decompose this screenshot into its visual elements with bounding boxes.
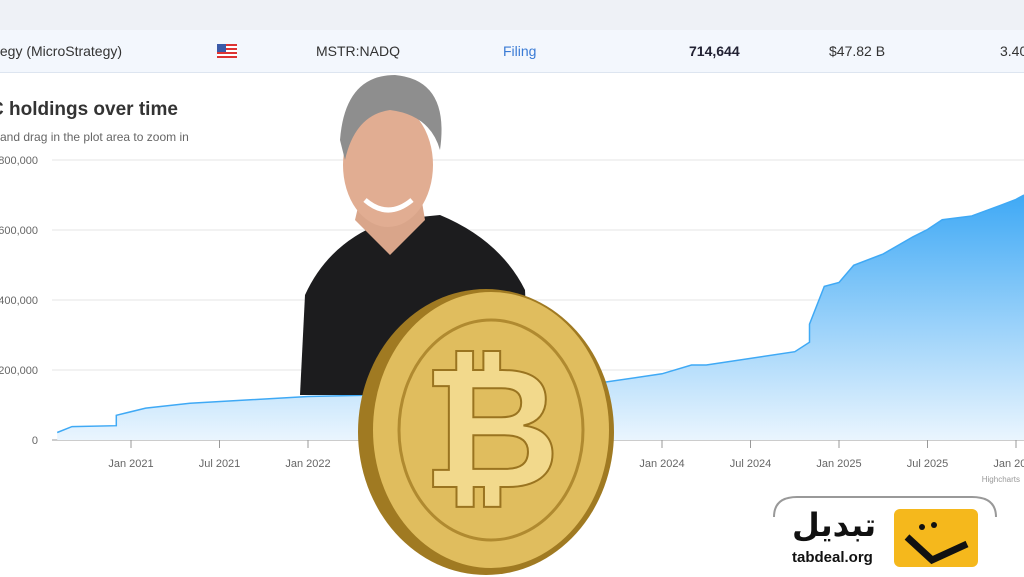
company-name: tegy (MicroStrategy) — [0, 43, 123, 59]
x-tick-label: Jan 2026 — [993, 458, 1024, 470]
extra-value: 3.40 — [1000, 43, 1024, 59]
us-flag-icon — [217, 44, 237, 58]
holdings-value: $47.82 B — [829, 43, 886, 59]
x-tick-label: Jan 2024 — [639, 458, 684, 470]
x-tick-label: Jul 2024 — [730, 458, 772, 470]
y-tick-label: 0 — [32, 435, 38, 447]
ticker: MSTR:NADQ — [316, 43, 400, 59]
x-tick-label: Jul 2021 — [199, 458, 241, 470]
svg-text:₿: ₿ — [422, 334, 561, 524]
chart-subtitle: and drag in the plot area to zoom in — [0, 130, 189, 144]
btc-holdings: 714,644 — [689, 43, 740, 59]
y-tick-label: 200,000 — [0, 365, 38, 377]
top-bar — [0, 0, 1024, 30]
y-tick-label: 800,000 — [0, 155, 38, 167]
bitcoin-coin-image: ₿ — [358, 289, 614, 575]
x-tick-label: Jan 2021 — [108, 458, 153, 470]
x-tick-label: Jan 2022 — [285, 458, 330, 470]
line-series — [56, 194, 1024, 434]
x-tick-label: Jan 2025 — [816, 458, 861, 470]
tabdeal-logo: تبدیل tabdeal.org — [772, 492, 998, 572]
x-tick-label: Jul 2025 — [907, 458, 949, 470]
logo-arabic-text: تبدیل — [792, 506, 877, 544]
logo-url: tabdeal.org — [792, 549, 873, 566]
y-tick-label: 400,000 — [0, 295, 38, 307]
highcharts-credit[interactable]: Highcharts — [982, 475, 1020, 484]
chart-title: C holdings over time — [0, 99, 178, 120]
table-row[interactable]: tegy (MicroStrategy) MSTR:NADQ Filing 71… — [0, 30, 1024, 73]
filing-link[interactable]: Filing — [503, 43, 537, 59]
area-series — [57, 195, 1024, 440]
y-tick-label: 600,000 — [0, 225, 38, 237]
